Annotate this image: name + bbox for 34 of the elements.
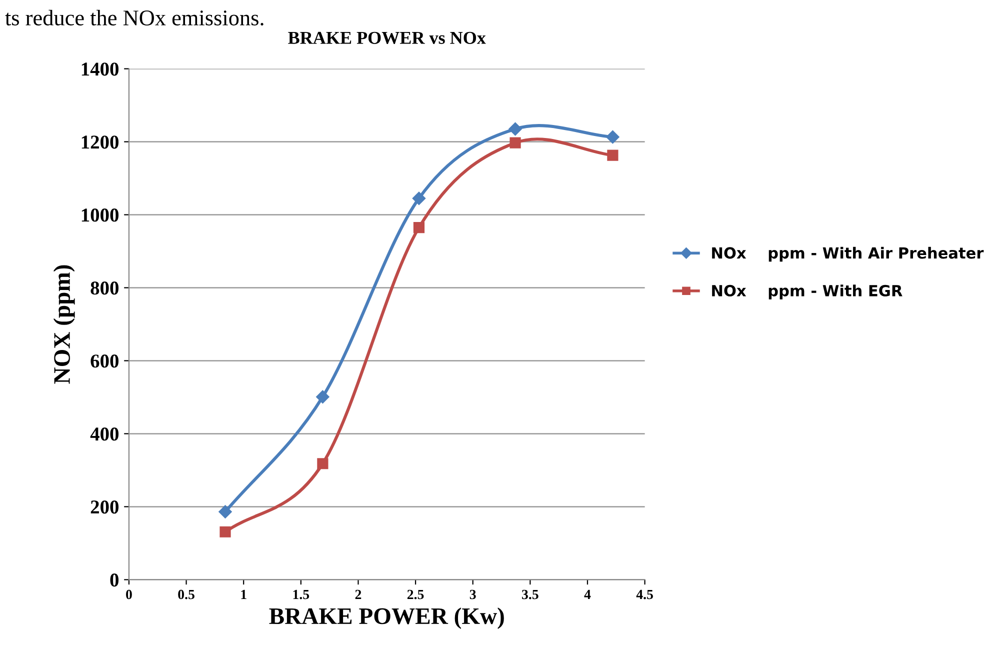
x-tick-label: 0.5 [178,590,194,600]
x-tick-label: 1 [241,590,246,600]
chart-title: BRAKE POWER vs NOx [288,32,486,44]
y-tick-label: 400 [90,428,118,441]
y-tick-label: 0 [110,573,118,587]
x-tick-label: 4 [584,590,591,600]
x-tick-label: 1.5 [293,590,310,600]
legend-label: NOx ppm - With Air Preheater [712,246,984,262]
point [218,505,232,518]
y-tick-label: 1200 [82,136,118,149]
x-tick-label: 2.5 [407,590,424,600]
x-tick-label: 0 [126,590,132,600]
point [220,526,231,538]
legend-label: NOx ppm - With EGR [712,284,902,300]
y-tick-label: 1400 [82,62,118,76]
text: ts reduce the NOx emissions. [5,10,264,26]
point [413,222,425,234]
y-axis-title: NOX (ppm) [53,265,75,384]
y-tick-label: 600 [90,354,118,368]
y-tick-label: 800 [90,282,118,295]
point [606,130,620,144]
point [316,390,330,404]
x-tick-label: 3.5 [522,590,538,600]
point [317,458,328,470]
x-tick-label: 4.5 [636,590,653,600]
point [607,150,618,161]
x-tick-label: 2 [355,590,362,600]
y-tick-label: 1000 [82,208,118,222]
x-axis-title: BRAKE POWER (Kw) [269,608,504,629]
point [508,122,522,136]
point [510,137,521,148]
x-tick-label: 3 [470,590,476,600]
y-tick-label: 200 [90,500,118,514]
point [412,192,426,205]
